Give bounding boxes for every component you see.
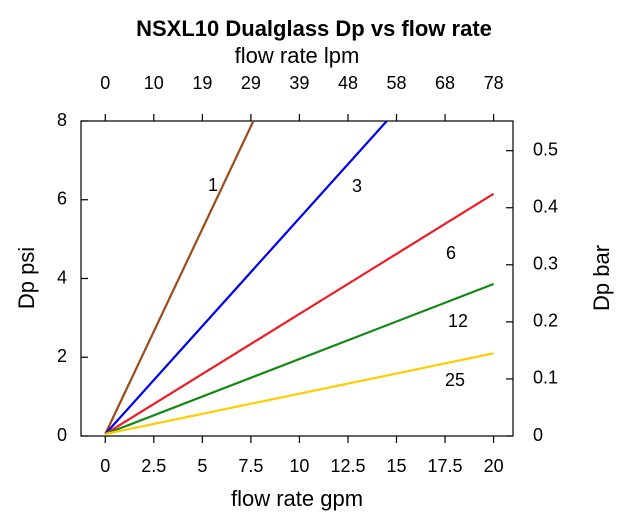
y2-tick-label: 0 — [533, 425, 543, 445]
series-label: 25 — [445, 370, 465, 390]
y-axis-title: Dp psi — [14, 247, 39, 309]
y2-tick-label: 0.4 — [533, 196, 558, 216]
x2-tick-label: 39 — [289, 73, 309, 93]
x-tick-label: 0 — [100, 456, 110, 476]
y-tick-label: 8 — [57, 110, 67, 130]
x2-tick-label: 0 — [100, 73, 110, 93]
x2-tick-label: 78 — [484, 73, 504, 93]
x-tick-label: 15 — [386, 456, 406, 476]
y-tick-label: 4 — [57, 267, 67, 287]
series-line — [104, 282, 494, 436]
y-tick-label: 6 — [57, 189, 67, 209]
x-tick-label: 5 — [197, 456, 207, 476]
x-axis-title: flow rate gpm — [231, 486, 363, 511]
series-label: 12 — [448, 311, 468, 331]
y2-tick-label: 0.1 — [533, 368, 558, 388]
chart-title: NSXL10 Dualglass Dp vs flow rate — [136, 16, 492, 41]
y2-axis-title: Dp bar — [589, 245, 614, 311]
x2-tick-label: 68 — [435, 73, 455, 93]
x2-tick-label: 48 — [338, 73, 358, 93]
y-tick-label: 2 — [57, 346, 67, 366]
series-line — [104, 120, 388, 435]
x-tick-label: 10 — [289, 456, 309, 476]
series-label: 6 — [446, 243, 456, 263]
y2-tick-label: 0.2 — [533, 311, 558, 331]
x-tick-label: 2.5 — [141, 456, 166, 476]
series-label: 3 — [352, 176, 362, 196]
series-label: 1 — [208, 175, 218, 195]
x-tick-label: 12.5 — [330, 456, 365, 476]
x-tick-label: 17.5 — [428, 456, 463, 476]
series-line — [104, 192, 495, 435]
series-line — [104, 120, 255, 435]
x-tick-label: 20 — [484, 456, 504, 476]
x2-tick-label: 29 — [241, 73, 261, 93]
x2-axis-title: flow rate lpm — [235, 43, 360, 68]
series-line — [105, 352, 494, 436]
x2-tick-label: 19 — [192, 73, 212, 93]
x2-tick-label: 58 — [386, 73, 406, 93]
x-tick-label: 7.5 — [238, 456, 263, 476]
y2-tick-label: 0.3 — [533, 254, 558, 274]
y2-tick-label: 0.5 — [533, 139, 558, 159]
x2-tick-label: 10 — [144, 73, 164, 93]
y-tick-label: 0 — [57, 425, 67, 445]
